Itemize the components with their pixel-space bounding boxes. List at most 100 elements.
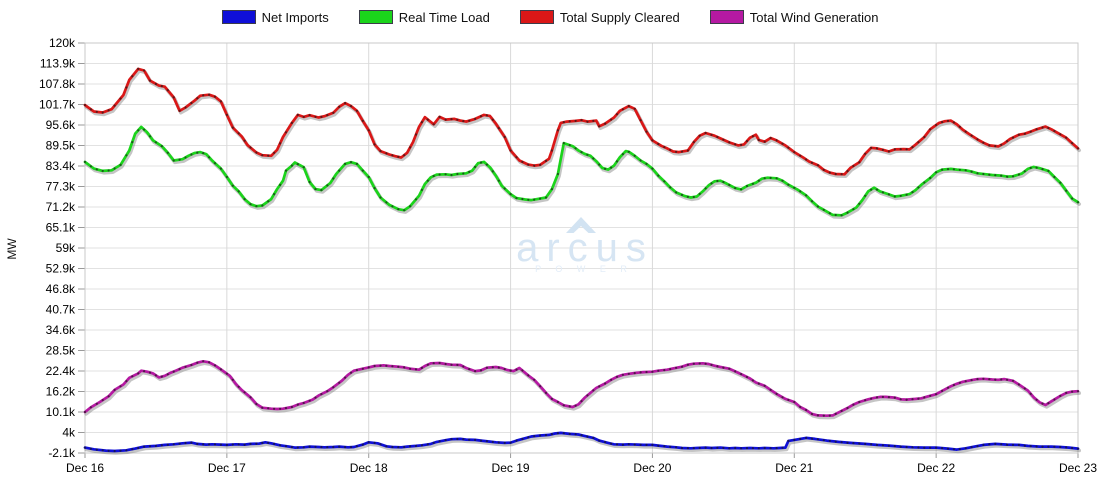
data-point <box>550 149 554 152</box>
legend-item-net-imports[interactable]: Net Imports <box>221 10 329 25</box>
legend-item-total-wind-generation[interactable]: Total Wind Generation <box>709 10 878 25</box>
data-point <box>107 449 110 452</box>
series-shadow-total-supply-cleared <box>84 69 1082 179</box>
data-point <box>1065 136 1068 139</box>
data-point <box>279 142 282 145</box>
data-point <box>929 446 932 449</box>
data-point <box>296 163 299 166</box>
data-point <box>225 175 228 179</box>
data-point <box>1065 446 1068 449</box>
data-point <box>864 442 867 445</box>
data-point <box>361 367 364 370</box>
data-point <box>243 198 246 201</box>
data-point <box>119 449 122 452</box>
data-point <box>639 119 642 122</box>
data-point <box>332 177 335 180</box>
data-point <box>816 205 820 208</box>
data-point <box>639 371 642 374</box>
data-point <box>1017 173 1021 176</box>
data-point <box>320 393 323 396</box>
data-point <box>95 110 98 113</box>
data-point <box>680 150 684 153</box>
data-point <box>101 169 104 172</box>
data-point <box>544 391 548 394</box>
data-point <box>610 166 613 169</box>
data-point <box>178 442 181 445</box>
data-point <box>941 447 944 450</box>
data-point <box>544 434 548 437</box>
data-point <box>479 439 483 442</box>
data-point <box>456 172 459 176</box>
data-point <box>302 446 305 449</box>
data-point <box>905 445 908 449</box>
data-point <box>740 373 743 376</box>
data-point <box>988 443 991 446</box>
data-point <box>734 446 737 450</box>
data-point <box>976 445 979 448</box>
data-point <box>675 150 678 153</box>
data-point <box>355 109 358 112</box>
legend-item-total-supply-cleared[interactable]: Total Supply Cleared <box>519 10 680 25</box>
data-point <box>178 368 181 371</box>
data-point <box>846 441 849 444</box>
data-point <box>740 143 743 146</box>
data-point <box>131 375 134 378</box>
data-point <box>633 372 636 375</box>
data-point <box>757 138 760 142</box>
data-point <box>663 146 666 149</box>
y-axis-tick-label: 89.5k <box>46 139 76 153</box>
data-point <box>698 192 701 195</box>
y-axis-tick-label: 40.7k <box>46 303 76 317</box>
data-point <box>397 365 400 368</box>
data-point <box>527 198 530 201</box>
data-point <box>905 193 908 196</box>
data-point <box>373 441 376 444</box>
data-point <box>675 191 678 194</box>
data-point <box>728 141 731 144</box>
series-net-imports <box>83 431 1082 455</box>
data-point <box>592 436 595 439</box>
data-point <box>941 168 944 171</box>
data-point <box>781 446 784 449</box>
data-point <box>166 373 169 376</box>
data-point <box>89 165 92 168</box>
data-point <box>805 194 808 197</box>
data-point <box>420 121 423 124</box>
data-point <box>1076 201 1080 204</box>
data-point <box>858 400 861 404</box>
data-point <box>828 212 831 215</box>
data-point <box>982 377 985 380</box>
data-point <box>923 135 926 139</box>
data-point <box>917 397 920 400</box>
series-markers-real-time-load <box>83 128 1080 217</box>
data-point <box>143 128 146 131</box>
data-point <box>474 438 477 441</box>
data-point <box>935 171 938 174</box>
data-point <box>296 446 299 449</box>
data-point <box>592 119 595 122</box>
x-axis-tick-label: Dec 19 <box>492 461 530 475</box>
data-point <box>964 130 967 133</box>
data-point <box>846 211 849 214</box>
data-point <box>326 184 329 187</box>
data-point <box>875 443 879 446</box>
data-point <box>414 368 418 371</box>
data-point <box>675 366 678 369</box>
data-point <box>107 395 110 398</box>
data-point <box>302 166 305 169</box>
data-point <box>515 197 518 200</box>
data-point <box>237 132 240 135</box>
data-point <box>929 128 932 131</box>
data-point <box>958 168 961 171</box>
data-point <box>444 362 447 366</box>
data-point <box>438 440 441 443</box>
data-point <box>515 156 518 159</box>
legend-item-real-time-load[interactable]: Real Time Load <box>358 10 490 25</box>
data-point <box>125 154 128 157</box>
data-point <box>574 433 577 436</box>
data-point <box>261 154 264 157</box>
data-point <box>320 189 323 192</box>
x-axis-tick-label: Dec 22 <box>917 461 955 475</box>
data-point <box>255 402 258 406</box>
data-point <box>190 101 193 105</box>
